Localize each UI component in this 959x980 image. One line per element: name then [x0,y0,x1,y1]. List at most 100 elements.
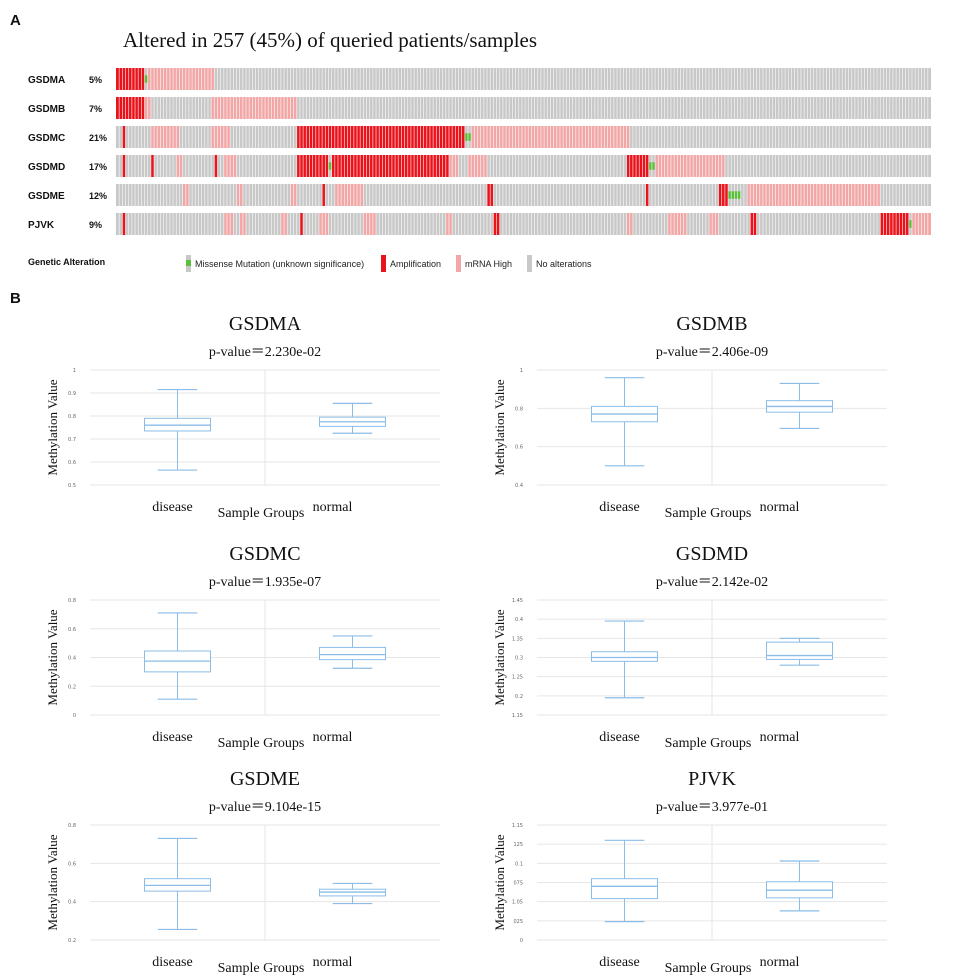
legend-title: Genetic Alteration [28,257,105,267]
alteration-high [709,213,719,235]
alteration-miss [328,162,332,170]
chart-gsdmd-ytick-label: 1.45 [512,598,523,604]
chart-pjvk-xlabel: Sample Groups [665,961,752,976]
chart-gsdma-box-disease [144,388,211,471]
chart-gsdmd-ytick-label: 0.4 [515,617,523,623]
chart-pjvk-box-normal [766,860,833,912]
chart-pjvk-category-label: disease [599,955,639,970]
chart-gsdmd-pvalue: p-value＝2.142e-02 [656,575,768,590]
chart-gsdmd-ytick-label: 1.35 [512,636,523,642]
track-gsdmd [116,155,931,177]
gene-label-gsdme: GSDME [28,191,65,202]
alteration-high [448,155,459,177]
chart-gsdmc-ytick-label: 0.6 [68,627,76,633]
gene-label-gsdmd: GSDMD [28,162,65,173]
chart-gsdma-category-label: disease [152,500,192,515]
alteration-amp [299,213,304,235]
chart-gsdmd-ytick-label: 1.25 [512,675,523,681]
chart-gsdme-box-disease [144,837,211,931]
chart-gsdmb-box-disease [591,377,658,467]
chart-gsdma-title: GSDMA [229,313,302,335]
chart-pjvk-ytick-label: 0.1 [515,861,523,867]
chart-gsdme-ytick-label: 0.8 [68,823,76,829]
chart-gsdmc-ytick-label: 0.2 [68,684,76,690]
alteration-miss [908,220,912,228]
track-gsdmb [116,97,931,119]
boxplot-gsdmd: GSDMD p-value＝2.142e-02 1.15 0.2 1.25 0.3 1.35… [492,543,887,751]
chart-gsdmd-box-disease [591,620,658,699]
chart-pjvk-ylabel: Methylation Value [492,834,507,930]
chart-gsdma-ytick-label: 0.6 [68,460,76,466]
chart-gsdmd-ytick-label: 0.3 [515,656,523,662]
legend-label: mRNA High [465,259,512,269]
chart-pjvk-title: PJVK [688,768,736,790]
legend-label: Amplification [390,259,441,269]
chart-gsdma-category-label: normal [313,500,353,515]
alteration-amp [645,184,649,206]
track-gsdme [116,184,931,206]
chart-gsdmd-ylabel: Methylation Value [492,609,507,705]
legend-label: Missense Mutation (unknown significance) [195,259,364,269]
chart-gsdme-ytick-label: 0.2 [68,938,76,944]
alteration-amp [150,155,155,177]
chart-gsdmc-ytick-label: 0 [73,713,76,719]
chart-pjvk-ytick-label: 025 [513,919,523,925]
chart-gsdme-xlabel: Sample Groups [218,961,305,976]
box-iqr [591,878,658,900]
chart-gsdma-xlabel: Sample Groups [218,506,305,521]
gene-label-gsdmc: GSDMC [28,133,65,144]
chart-gsdmb-ytick-label: 0.6 [515,445,523,451]
gene-percent-gsdmb: 7% [89,104,102,114]
track-gsdmc [116,126,931,148]
boxplot-gsdmb: GSDMB p-value＝2.406e-09 0.4 0.6 0.8 1 Methylat… [492,313,887,521]
legend-swatch-amplification [381,255,386,272]
alteration-high [147,68,215,90]
chart-pjvk-ytick-label: 0 [520,938,523,944]
track-background [116,155,931,177]
chart-gsdmb-ytick-label: 0.4 [515,483,523,489]
chart-gsdmc-box-normal [319,635,386,669]
chart-gsdmb-title: GSDMB [676,313,747,335]
track-background [116,213,931,235]
legend-swatch-no-alterations [527,255,532,272]
gene-percent-pjvk: 9% [89,220,102,230]
chart-pjvk-pvalue: p-value＝3.977e-01 [656,800,768,815]
chart-gsdma-box-normal [319,402,386,434]
gene-percent-gsdmd: 17% [89,162,107,172]
chart-gsdma-ylabel: Methylation Value [45,379,60,475]
chart-gsdma-ytick-label: 0.7 [68,437,76,443]
chart-gsdma-ytick-label: 0.9 [68,391,76,397]
legend-swatch-mrna-high [456,255,461,272]
chart-gsdmc-box-disease [144,612,211,700]
alteration-miss [144,75,148,83]
alteration-amp [718,184,729,206]
chart-gsdmd-ytick-label: 0.2 [515,694,523,700]
chart-gsdmb-pvalue: p-value＝2.406e-09 [656,345,768,360]
chart-gsdme-ytick-label: 0.6 [68,861,76,867]
box-iqr [591,651,658,662]
chart-gsdmb-box-normal [766,382,833,430]
chart-gsdma-ytick-label: 0.8 [68,414,76,420]
boxplot-gsdmc: GSDMC p-value＝1.935e-07 0 0.2 0.4 0.6 0.8 Methy… [45,543,440,751]
chart-gsdma-ytick-label: 0.5 [68,483,76,489]
alteration-amp [214,155,218,177]
chart-gsdme-category-label: disease [152,955,192,970]
oncoprint-title: Altered in 257 (45%) of queried patients… [123,28,538,52]
chart-gsdme-ytick-label: 0.4 [68,900,76,906]
chart-gsdmd-category-label: disease [599,730,639,745]
boxplot-gsdma: GSDMA p-value＝2.230e-02 0.5 0.6 0.7 0.8 0.9 1 Me… [45,313,440,521]
chart-gsdmc-ylabel: Methylation Value [45,609,60,705]
track-background [116,97,931,119]
chart-gsdmd-category-label: normal [760,730,800,745]
alteration-amp [122,126,126,148]
gene-percent-gsdmc: 21% [89,133,107,143]
alteration-amp [880,213,909,235]
chart-gsdmb-category-label: normal [760,500,800,515]
chart-gsdma-ytick-label: 1 [73,368,76,374]
legend-swatch-mark [186,260,191,266]
panel-a-label: A [10,12,21,29]
chart-gsdmd-title: GSDMD [676,543,748,565]
chart-pjvk-category-label: normal [760,955,800,970]
chart-gsdme-category-label: normal [313,955,353,970]
alteration-amp [296,126,465,148]
